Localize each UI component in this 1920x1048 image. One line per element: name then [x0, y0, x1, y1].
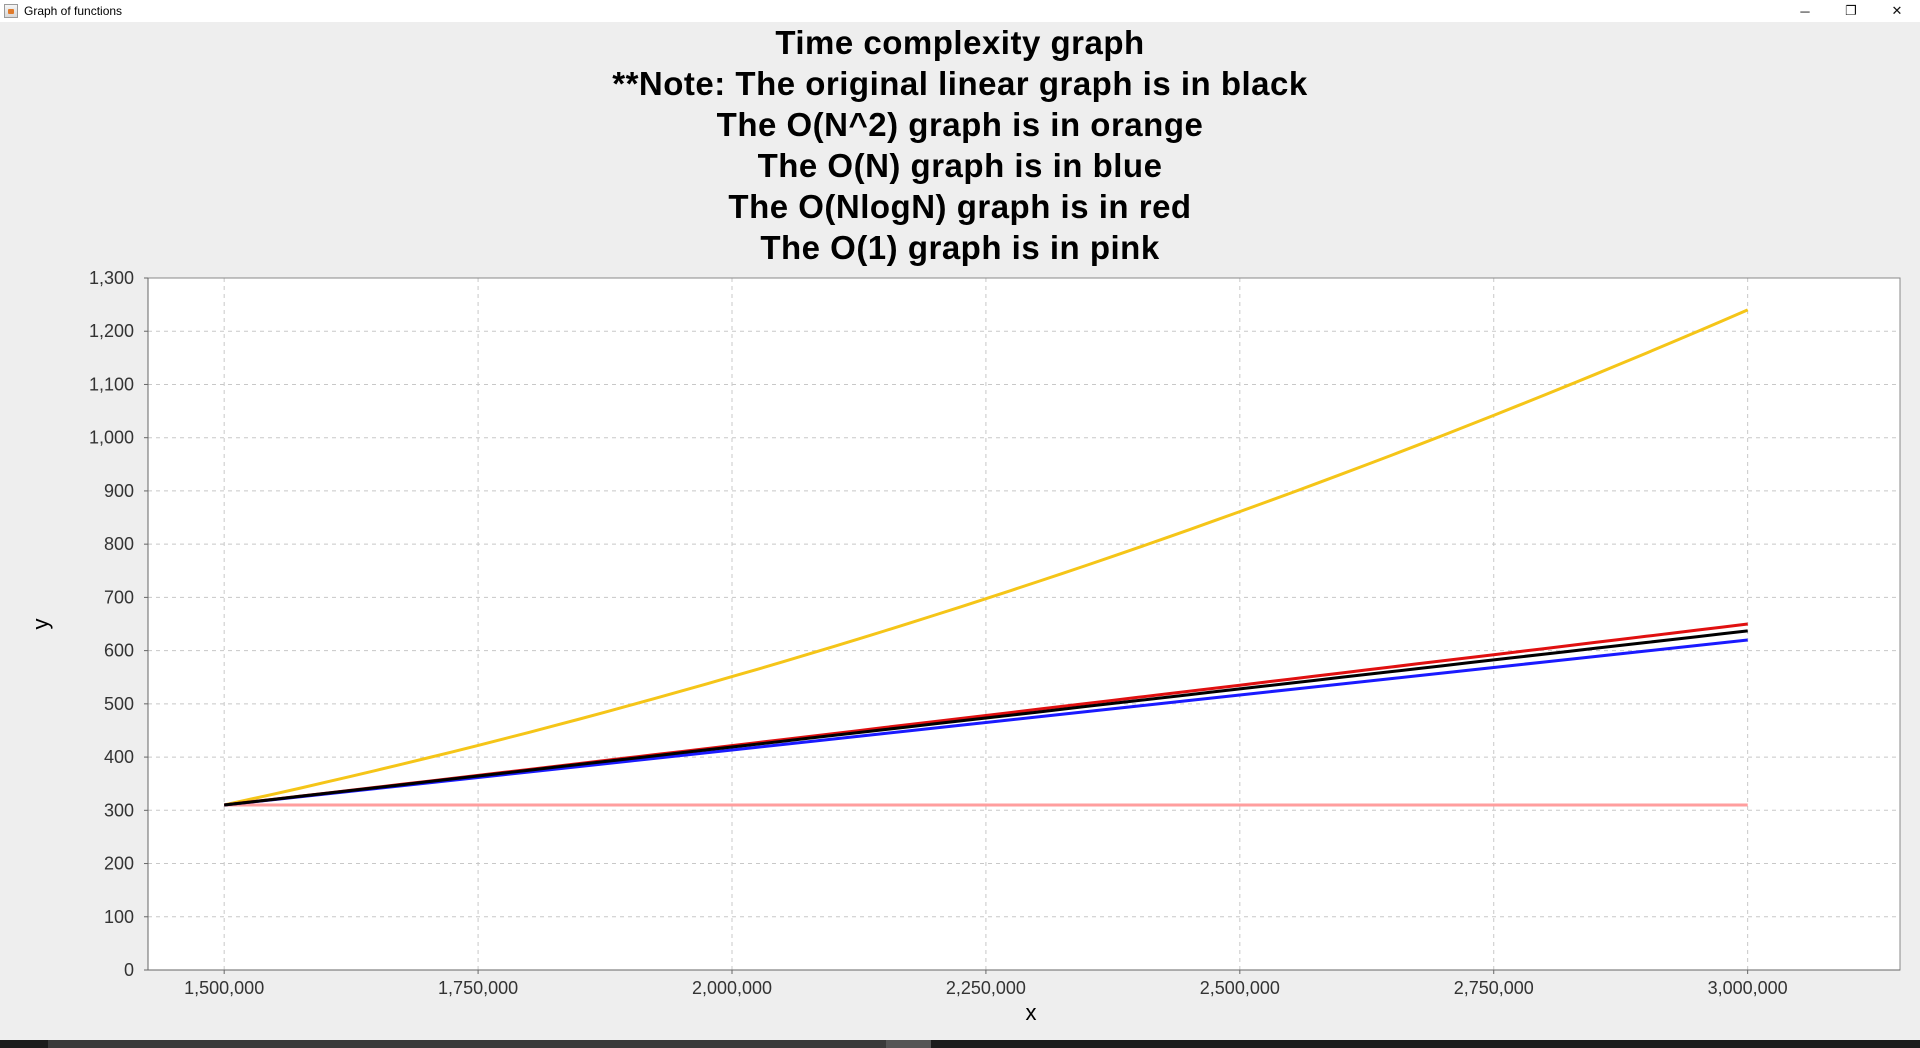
chart-title-line: The O(NlogN) graph is in red: [728, 188, 1192, 225]
y-axis-label: y: [28, 619, 53, 630]
y-tick-label: 1,100: [89, 374, 134, 394]
y-tick-label: 1,300: [89, 268, 134, 288]
y-tick-label: 600: [104, 641, 134, 661]
window-controls: ─ ❐ ✕: [1782, 0, 1920, 22]
chart-title-line: Time complexity graph: [775, 24, 1145, 61]
x-tick-label: 2,250,000: [946, 978, 1026, 998]
y-tick-label: 900: [104, 481, 134, 501]
y-tick-label: 700: [104, 587, 134, 607]
plot-area: [148, 278, 1900, 970]
x-tick-label: 2,500,000: [1200, 978, 1280, 998]
y-tick-label: 100: [104, 907, 134, 927]
series-line: [224, 629, 1748, 807]
y-tick-label: 400: [104, 747, 134, 767]
y-tick-label: 200: [104, 854, 134, 874]
chart-title-line: The O(N) graph is in blue: [757, 147, 1163, 184]
minimize-button[interactable]: ─: [1800, 3, 1810, 19]
chart-title-line: The O(1) graph is in pink: [760, 229, 1160, 266]
x-tick-label: 2,000,000: [692, 978, 772, 998]
taskbar: [0, 1040, 1920, 1048]
taskbar-segment: [48, 1040, 888, 1048]
series-line: [223, 308, 1749, 807]
chart-title-block: Time complexity graph **Note: The origin…: [0, 22, 1920, 268]
x-axis-label: x: [1026, 1000, 1037, 1025]
chart-title-line: **Note: The original linear graph is in …: [612, 65, 1308, 102]
y-tick-label: 0: [124, 960, 134, 980]
taskbar-segment: [886, 1040, 931, 1048]
y-tick-label: 800: [104, 534, 134, 554]
y-tick-label: 500: [104, 694, 134, 714]
java-app-icon: [4, 4, 18, 18]
y-tick-label: 1,000: [89, 428, 134, 448]
x-tick-label: 3,000,000: [1708, 978, 1788, 998]
chart-title-line: The O(N^2) graph is in orange: [716, 106, 1204, 143]
x-tick-label: 2,750,000: [1454, 978, 1534, 998]
y-tick-label: 300: [104, 800, 134, 820]
x-tick-label: 1,750,000: [438, 978, 518, 998]
x-tick-label: 1,500,000: [184, 978, 264, 998]
y-tick-label: 1,200: [89, 321, 134, 341]
restore-button[interactable]: ❐: [1845, 3, 1857, 18]
window-title: Graph of functions: [24, 4, 123, 18]
close-button[interactable]: ✕: [1891, 3, 1903, 18]
window-titlebar[interactable]: Graph of functions ─ ❐ ✕: [0, 0, 1920, 22]
